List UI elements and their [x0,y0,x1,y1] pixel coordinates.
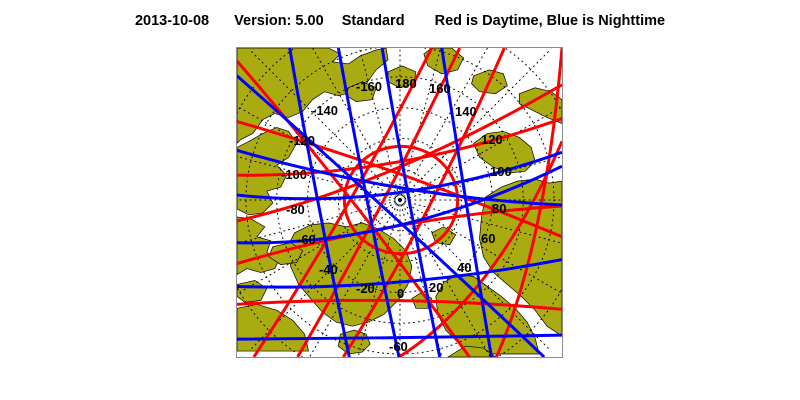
figure-title: 2013-10-08 Version: 5.00 Standard Red is… [0,13,800,29]
north-pole-marker [397,197,403,203]
polar-map-svg [237,48,562,357]
meridian-225 [249,199,401,351]
track-daytime-d4 [237,83,562,223]
track-daytime-d3 [237,117,562,177]
track-daytime-d6 [296,48,461,357]
meridian-195 [357,199,401,357]
track-nighttime-n7 [336,48,401,357]
track-daytime-d5 [252,48,434,357]
meridian-60 [399,106,562,201]
meridian-105 [399,199,562,244]
meridian-30 [399,48,489,201]
track-nighttime-n3 [237,150,562,201]
track-daytime-d7 [342,48,506,357]
track-nighttime-n9 [440,48,493,357]
meridian-165 [399,199,443,357]
meridian-315 [249,49,401,201]
title-mode: Standard [341,13,405,29]
track-nighttime-n8 [380,48,442,357]
meridian-135 [399,199,551,351]
track-nighttime-n4 [237,164,562,245]
satellite-track-layer [237,48,562,357]
meridian-75 [399,156,562,201]
track-nighttime-n1 [237,74,546,357]
meridian-45 [399,49,551,201]
track-nighttime-n6 [288,48,351,357]
track-nighttime-n5 [237,258,562,289]
track-nighttime-n2 [237,148,562,207]
lat-circle-70 [337,137,463,263]
lat-circle-50 [276,76,524,324]
track-daytime-d11 [495,48,562,357]
meridian-15 [399,48,442,201]
meridian-210 [309,199,401,357]
nighttime-tracks [237,48,562,357]
title-legend: Red is Daytime, Blue is Nighttime [434,13,666,29]
meridian-345 [358,48,401,201]
land-europe-russia [479,178,562,337]
title-date: 2013-10-08 [134,13,210,29]
title-version: Version: 5.00 [234,13,324,29]
track-nighttime-n10 [237,333,562,341]
meridian-255 [237,199,401,245]
polar-map-panel: -160 180 160 140 -140 -120 120 -100 100 … [236,47,563,358]
track-daytime-d10 [237,298,562,311]
auroral-oval [342,144,460,256]
